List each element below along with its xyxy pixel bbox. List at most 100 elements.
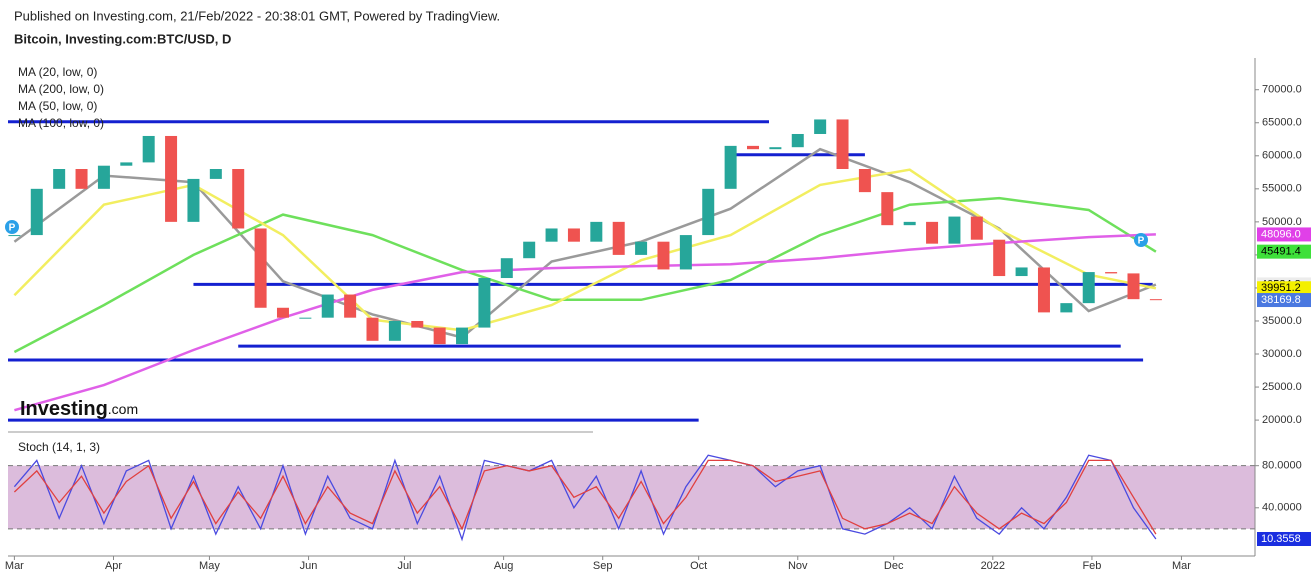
candle [814, 119, 827, 134]
x-tick-label: Dec [884, 560, 904, 572]
value-tag-label: 10.3558 [1261, 533, 1301, 545]
x-tick-label: Oct [690, 560, 707, 572]
candle [881, 192, 894, 226]
x-tick-label: 2022 [981, 560, 1005, 572]
candle [747, 145, 760, 150]
candle [590, 221, 603, 242]
y-tick-label: 65000.0 [1262, 117, 1302, 129]
chart-title: Bitcoin, Investing.com:BTC/USD, D [14, 31, 231, 46]
stoch-title: Stoch (14, 1, 3) [18, 440, 100, 454]
candle [411, 320, 424, 328]
x-tick-label: Aug [494, 560, 514, 572]
x-tick-label: Feb [1082, 560, 1101, 572]
candle [903, 221, 916, 226]
value-tag [1257, 531, 1311, 546]
candle [523, 241, 536, 259]
candle [1037, 267, 1050, 313]
y-tick-label: 70000.0 [1262, 84, 1302, 96]
price-tag [1257, 293, 1311, 308]
candle [53, 169, 66, 189]
candle [142, 135, 155, 163]
price-tag-label: 45491.4 [1261, 246, 1301, 258]
ma-line [13, 196, 1157, 354]
candle [276, 307, 289, 318]
y-tick-label: 25000.0 [1262, 381, 1302, 393]
candle [545, 228, 558, 242]
x-tick-label: Mar [1172, 560, 1191, 572]
candle [478, 278, 491, 328]
legend-entry: MA (50, low, 0) [18, 99, 97, 113]
price-tag-label: 38169.8 [1261, 294, 1301, 306]
header: Published on Investing.com, 21/Feb/2022 … [14, 8, 500, 23]
ma-line [14, 233, 1156, 412]
candle [30, 188, 43, 236]
y-tick-label: 30000.0 [1262, 348, 1302, 360]
candle [500, 258, 513, 279]
candle [8, 235, 21, 237]
candle [769, 147, 782, 150]
ma-line [13, 168, 1157, 332]
x-tick-label: Jul [397, 560, 411, 572]
legend-entry: MA (200, low, 0) [18, 82, 104, 96]
legend-entry: MA (100, low, 0) [18, 116, 104, 130]
candle [679, 235, 692, 270]
stoch-line [13, 459, 1157, 535]
candle [254, 228, 267, 308]
candle [1127, 273, 1140, 300]
x-tick-label: May [199, 560, 220, 572]
x-tick-label: Sep [593, 560, 613, 572]
candle [635, 241, 648, 255]
candle [165, 135, 178, 222]
y-tick-label: 50000.0 [1262, 216, 1302, 228]
event-marker-label: P [1138, 236, 1145, 247]
price-tag [1257, 227, 1311, 242]
candle [321, 294, 334, 318]
price-tag-label: 39951.2 [1261, 282, 1301, 294]
price-tag [1257, 244, 1311, 259]
x-tick-label: Apr [105, 560, 122, 572]
candle [1082, 272, 1095, 304]
x-tick-label: Jun [300, 560, 318, 572]
candle [344, 294, 357, 318]
plot: 20000.025000.030000.035000.040000.045000… [5, 65, 1311, 572]
candle [858, 169, 871, 193]
price-tag-label: 48096.0 [1261, 228, 1301, 240]
candle [791, 133, 804, 148]
candle [209, 169, 222, 179]
candle [926, 221, 939, 244]
candle [388, 320, 401, 341]
y-tick-label: 20000.0 [1262, 414, 1302, 426]
logo-suffix: .com [108, 401, 138, 417]
candle [657, 241, 670, 270]
candle [97, 165, 110, 189]
candle [612, 221, 625, 255]
candle [456, 327, 469, 345]
y-tick-label: 60000.0 [1262, 150, 1302, 162]
candle [567, 228, 580, 242]
candle [948, 216, 961, 244]
candle [724, 145, 737, 189]
candle [120, 162, 133, 166]
candle [232, 169, 245, 229]
candle [433, 327, 446, 345]
candle [299, 317, 312, 319]
price-tag [1257, 281, 1311, 296]
candle [993, 239, 1006, 277]
candle [1149, 299, 1162, 301]
y-tick-label: 40.0000 [1262, 502, 1302, 514]
x-tick-label: Nov [788, 560, 808, 572]
candle [366, 317, 379, 341]
candle [1060, 303, 1073, 313]
logo-name: Investing [20, 398, 108, 420]
candle [1105, 272, 1118, 274]
candle [1015, 267, 1028, 277]
legend-entry: MA (20, low, 0) [18, 65, 97, 79]
event-marker-label: P [9, 223, 16, 234]
y-tick-label: 55000.0 [1262, 183, 1302, 195]
candle [836, 119, 849, 170]
y-tick-label: 35000.0 [1262, 315, 1302, 327]
candle [75, 169, 88, 189]
y-tick-label: 80.0000 [1262, 460, 1302, 472]
x-tick-label: Mar [5, 560, 24, 572]
